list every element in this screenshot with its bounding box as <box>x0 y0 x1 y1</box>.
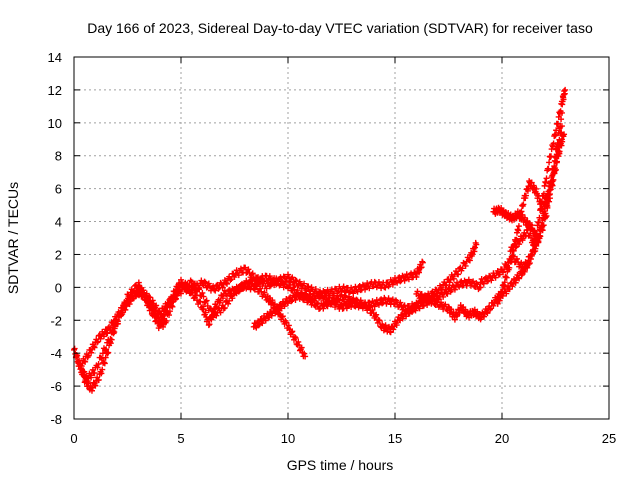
x-tick-label: 25 <box>602 431 616 446</box>
y-tick-label: 10 <box>48 116 62 131</box>
x-axis-label: GPS time / hours <box>287 457 394 473</box>
y-tick-label: 0 <box>55 280 62 295</box>
y-tick-label: 4 <box>55 215 62 230</box>
y-tick-label: 14 <box>48 50 62 65</box>
y-tick-label: 2 <box>55 247 62 262</box>
y-tick-label: -8 <box>50 412 62 427</box>
y-tick-label: 12 <box>48 83 62 98</box>
axis-ticks: 0 5 10 15 20 25 -8 -6 -4 -2 0 2 4 6 8 10 12 14 <box>48 50 617 446</box>
series-track-1 <box>71 258 426 385</box>
series-markers <box>250 239 480 331</box>
y-tick-label: -4 <box>50 346 62 361</box>
series-track-4 <box>250 239 480 331</box>
y-tick-label: -2 <box>50 313 62 328</box>
series-track-9 <box>477 136 565 287</box>
series-markers <box>477 136 565 287</box>
series-markers <box>71 258 426 385</box>
y-axis-label: SDTVAR / TECUs <box>5 182 21 294</box>
x-tick-label: 10 <box>281 431 295 446</box>
x-tick-label: 20 <box>495 431 509 446</box>
x-tick-label: 5 <box>177 431 184 446</box>
y-tick-label: 8 <box>55 149 62 164</box>
x-tick-label: 15 <box>388 431 402 446</box>
chart-title: Day 166 of 2023, Sidereal Day-to-day VTE… <box>87 20 593 36</box>
data-layer <box>71 86 569 394</box>
y-tick-label: -6 <box>50 379 62 394</box>
y-tick-label: 6 <box>55 182 62 197</box>
x-tick-label: 0 <box>70 431 77 446</box>
plot-frame <box>73 56 610 420</box>
